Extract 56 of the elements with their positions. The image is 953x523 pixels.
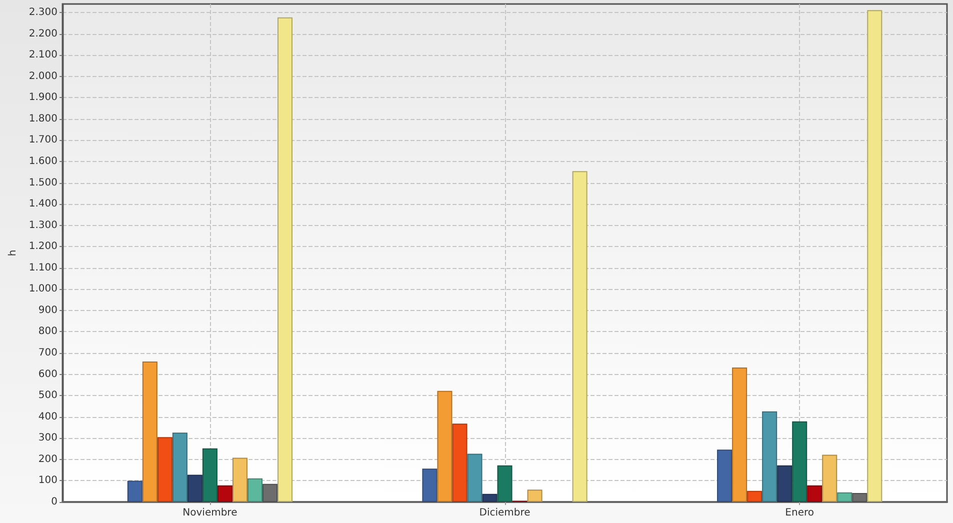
y-tick-label: 700 <box>38 348 58 359</box>
y-tick-label: 800 <box>38 326 58 338</box>
y-tick-label: 400 <box>38 411 58 422</box>
y-tick-label: 2.300 <box>28 7 58 18</box>
bar <box>202 448 218 502</box>
y-tick-label: 300 <box>38 432 58 444</box>
y-tick-label: 200 <box>38 454 58 465</box>
bar <box>422 468 438 502</box>
y-tick-label: 2.100 <box>28 50 58 61</box>
y-tick-label: 2.000 <box>28 70 58 82</box>
bar <box>497 465 512 502</box>
bar <box>172 432 188 502</box>
y-tick-label: 900 <box>38 304 58 316</box>
y-axis-title: h <box>8 250 18 256</box>
bar <box>777 465 792 502</box>
y-tick-label: 1.400 <box>28 198 58 210</box>
bar <box>732 367 748 502</box>
y-tick-label: 1.600 <box>28 156 58 167</box>
x-tick-label: Diciembre <box>479 508 530 518</box>
y-tick-label: 1.000 <box>28 284 58 295</box>
bar <box>157 437 172 502</box>
y-tick-label: 1.800 <box>28 113 58 124</box>
bar <box>717 450 732 502</box>
x-tick-label: Enero <box>785 508 814 518</box>
y-tick-label: 1.700 <box>28 134 58 146</box>
bar <box>187 474 202 502</box>
bar <box>572 171 588 502</box>
bar <box>867 10 882 502</box>
bar <box>792 421 808 502</box>
y-tick-label: 0 <box>51 496 58 508</box>
bar <box>247 478 262 502</box>
bar <box>437 390 452 502</box>
bar <box>837 492 852 502</box>
bar <box>527 490 542 502</box>
bar <box>232 458 248 502</box>
y-tick-label: 1.300 <box>28 220 58 231</box>
y-tick-label: 500 <box>38 390 58 402</box>
x-tick-label: Noviembre <box>182 508 238 518</box>
bar <box>217 485 232 502</box>
y-tick-label: 2.200 <box>28 28 58 40</box>
bar <box>747 490 762 502</box>
y-tick-label: 1.500 <box>28 177 58 188</box>
y-tick-label: 1.100 <box>28 262 58 274</box>
y-tick-label: 100 <box>38 475 58 486</box>
bar <box>277 17 292 502</box>
bar <box>807 485 822 502</box>
y-tick-label: 1.200 <box>28 241 58 252</box>
bar <box>762 411 778 502</box>
bar <box>467 454 482 502</box>
bar <box>482 494 498 502</box>
bar <box>822 454 838 502</box>
bar <box>127 480 142 502</box>
y-tick-label: 1.900 <box>28 92 58 104</box>
y-tick-label: 600 <box>38 368 58 380</box>
bar <box>142 362 158 502</box>
bar <box>452 424 468 502</box>
